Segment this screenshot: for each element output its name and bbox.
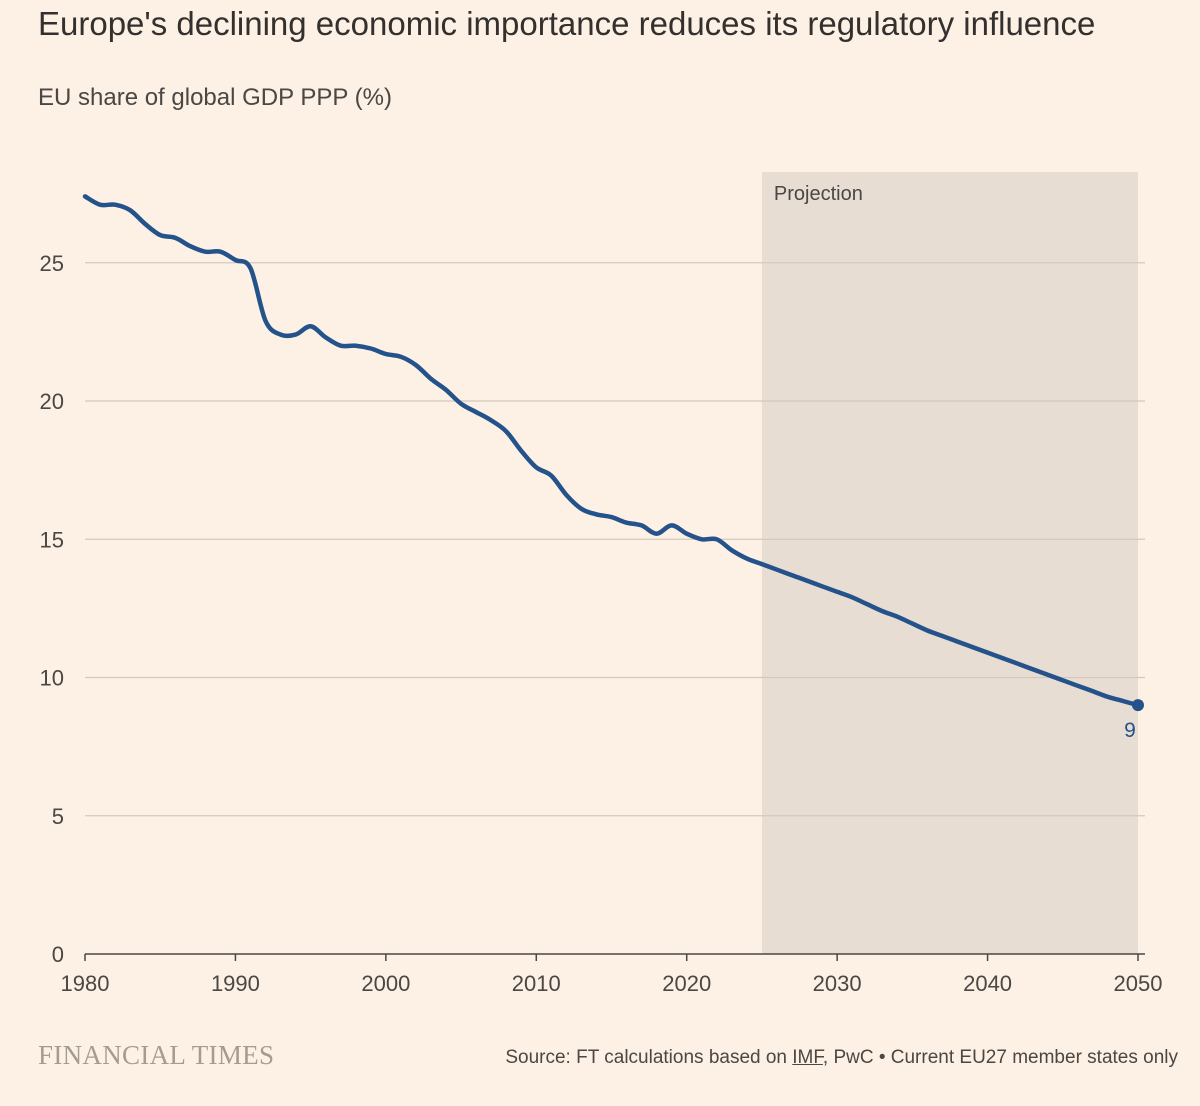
y-tick-label-5: 5: [52, 804, 64, 829]
y-tick-label-15: 15: [40, 527, 64, 552]
x-tick-label-2050: 2050: [1114, 971, 1163, 996]
end-value-label: 9: [1124, 719, 1136, 742]
chart-title: Europe's declining economic importance r…: [38, 5, 1096, 42]
source-link-imf[interactable]: IMF: [792, 1047, 823, 1068]
x-tick-label-2010: 2010: [512, 971, 561, 996]
y-tick-label-25: 25: [40, 251, 64, 276]
y-tick-label-20: 20: [40, 389, 64, 414]
projection-label: Projection: [774, 183, 863, 205]
x-tick-label-1990: 1990: [211, 971, 260, 996]
x-tick-label-1980: 1980: [61, 971, 110, 996]
ft-logo: FINANCIAL TIMES: [38, 1040, 275, 1070]
x-tick-label-2040: 2040: [963, 971, 1012, 996]
x-tick-label-2000: 2000: [361, 971, 410, 996]
end-point-marker: [1132, 699, 1144, 712]
source-suffix: , PwC • Current EU27 member states only: [822, 1047, 1178, 1068]
source-prefix: Source: FT calculations based on: [505, 1047, 793, 1068]
y-tick-label-10: 10: [40, 666, 64, 691]
source-note: Source: FT calculations based on IMF, Pw…: [505, 1047, 1178, 1069]
x-tick-label-2020: 2020: [662, 971, 711, 996]
y-tick-label-0: 0: [52, 942, 64, 967]
chart-subtitle: EU share of global GDP PPP (%): [38, 84, 392, 111]
x-tick-label-2030: 2030: [813, 971, 862, 996]
projection-band: [761, 172, 1138, 954]
eu-gdp-share-line: [82, 194, 1141, 708]
line-chart: Projection 0 5 10 15 20 25 1980 1990 2000 2010 20…: [40, 172, 1163, 996]
